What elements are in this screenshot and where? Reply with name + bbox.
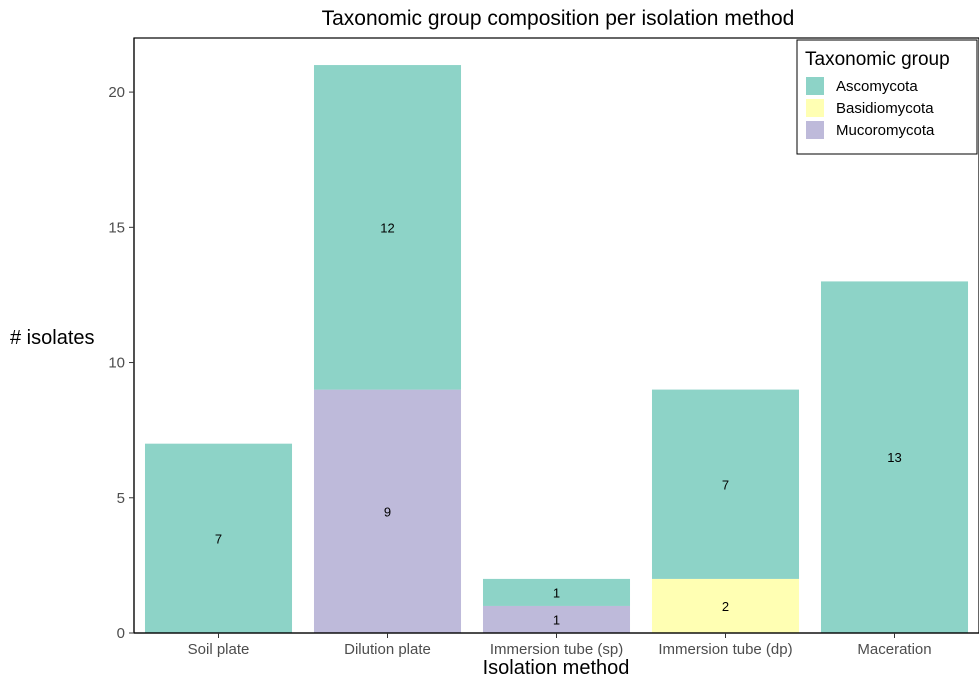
y-tick-label: 5 [117, 490, 125, 507]
bar-maceration-ascomycota [820, 281, 969, 633]
bar-dilution-plate-ascomycota [313, 65, 462, 390]
legend-label-ascomycota: Ascomycota [836, 78, 918, 95]
legend-swatch-basidiomycota [806, 99, 824, 117]
y-axis: 0 5 10 15 20 [108, 38, 135, 642]
y-tick-label: 15 [108, 219, 125, 236]
y-tick-label: 10 [108, 355, 125, 372]
legend-items: Ascomycota Basidiomycota Mucoromycota [806, 77, 935, 139]
y-tick-label: 0 [117, 625, 125, 642]
legend-label-mucoromycota: Mucoromycota [836, 122, 935, 139]
legend-frame [796, 39, 978, 155]
legend: Taxonomic group Ascomycota Basidiomycota M… [796, 39, 978, 155]
bar-value-label: 7 [722, 477, 729, 492]
legend-label-basidiomycota: Basidiomycota [836, 100, 934, 117]
bar-immersion-tube-dp-basidiomycota [651, 578, 800, 633]
bars-group [144, 65, 969, 633]
legend-swatch-ascomycota [806, 77, 824, 95]
bar-immersion-tube-sp-mucoromycota [482, 605, 631, 633]
legend-swatch-mucoromycota [806, 121, 824, 139]
chart-title: Taxonomic group composition per isolatio… [322, 7, 795, 30]
bar-value-label: 1 [553, 585, 560, 600]
bar-dilution-plate-mucoromycota [313, 389, 462, 633]
x-axis-title: Isolation method [483, 657, 630, 679]
x-axis: Soil plate Dilution plate Immersion tube (… [134, 632, 979, 658]
x-tick-label-soil-plate: Soil plate [188, 641, 250, 658]
bar-immersion-tube-dp-ascomycota [651, 389, 800, 579]
bar-value-label: 1 [553, 612, 560, 627]
bar-immersion-tube-sp-ascomycota [482, 578, 631, 606]
y-tick-label: 20 [108, 84, 125, 101]
bar-value-label: 12 [380, 220, 394, 235]
x-tick-label-immersion-tube-dp: Immersion tube (dp) [658, 641, 792, 658]
bar-soil-plate-ascomycota [144, 443, 293, 633]
bar-value-label: 2 [722, 599, 729, 614]
bar-value-label: 9 [384, 504, 391, 519]
x-tick-label-maceration: Maceration [857, 641, 931, 658]
y-axis-title: # isolates [10, 327, 95, 349]
legend-title: Taxonomic group [805, 49, 950, 70]
x-tick-label-immersion-tube-sp: Immersion tube (sp) [490, 641, 623, 658]
x-tick-label-dilution-plate: Dilution plate [344, 641, 431, 658]
bar-value-label: 7 [215, 531, 222, 546]
bar-value-label: 13 [887, 450, 901, 465]
